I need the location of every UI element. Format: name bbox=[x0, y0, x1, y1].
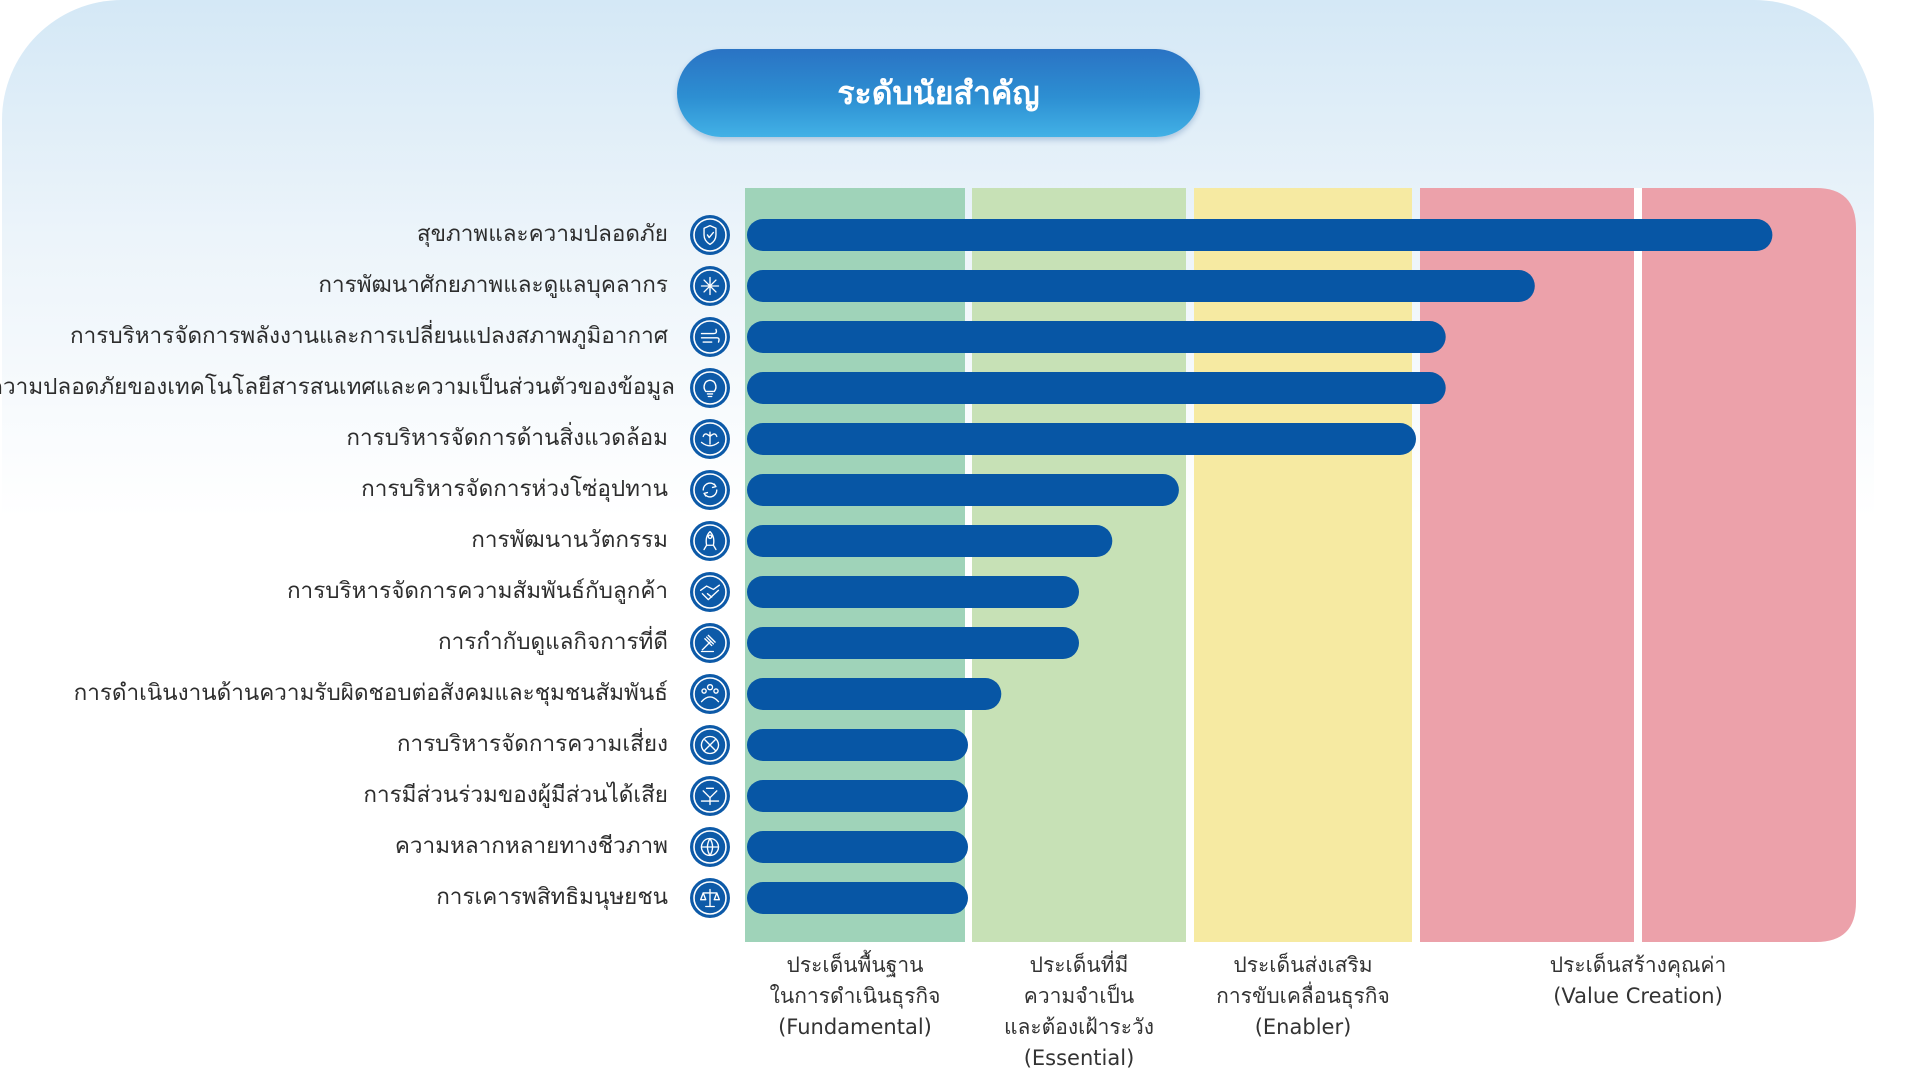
rocket-bulb-icon bbox=[690, 521, 730, 561]
category-label: การเคารพสิทธิมนุษยชน bbox=[436, 884, 668, 910]
cycle-arrows-icon bbox=[690, 470, 730, 510]
zone-divider bbox=[1634, 188, 1642, 942]
people-gear-icon bbox=[690, 266, 730, 306]
category-label: ความปลอดภัยของเทคโนโลยีสารสนเทศและความเป… bbox=[0, 374, 675, 400]
category-label: การพัฒนาศักยภาพและดูแลบุคลากร bbox=[318, 272, 668, 298]
scales-icon bbox=[690, 878, 730, 918]
biodiversity-icon bbox=[690, 827, 730, 867]
bar-1 bbox=[747, 219, 1773, 251]
gavel-icon bbox=[690, 623, 730, 663]
shield-icon bbox=[690, 215, 730, 255]
zone-label: ประเด็นที่มี ความจำเป็น และต้องเฝ้าระวัง… bbox=[1003, 953, 1155, 1070]
category-label: การพัฒนานวัตกรรม bbox=[471, 527, 668, 553]
community-icon bbox=[690, 674, 730, 714]
chart-title: ระดับนัยสำคัญ bbox=[677, 49, 1200, 137]
stakeholder-icon bbox=[690, 776, 730, 816]
lightbulb-gear-icon bbox=[690, 368, 730, 408]
category-label: การบริหารจัดการพลังงานและการเปลี่ยนแปลงส… bbox=[70, 323, 668, 349]
wind-icon bbox=[690, 317, 730, 357]
category-label: การบริหารจัดการความสัมพันธ์กับลูกค้า bbox=[286, 578, 668, 604]
bar-3 bbox=[747, 321, 1446, 353]
category-label: การบริหารจัดการความเสี่ยง bbox=[396, 731, 668, 757]
zone-band-fundamental bbox=[745, 188, 965, 942]
bar-2 bbox=[747, 270, 1535, 302]
zone-band-enabler bbox=[1194, 188, 1412, 942]
zone-label: ประเด็นส่งเสริม การขับเคลื่อนธุรกิจ (Ena… bbox=[1216, 953, 1390, 1039]
zone-band-essential bbox=[972, 188, 1186, 942]
category-label: การกำกับดูแลกิจการที่ดี bbox=[438, 629, 668, 655]
risk-icon bbox=[690, 725, 730, 765]
category-label: การบริหารจัดการห่วงโซ่อุปทาน bbox=[361, 476, 668, 502]
bar-6 bbox=[747, 474, 1179, 506]
bar-12 bbox=[747, 780, 968, 812]
bar-9 bbox=[747, 627, 1079, 659]
bar-13 bbox=[747, 831, 968, 863]
bar-4 bbox=[747, 372, 1446, 404]
bar-5 bbox=[747, 423, 1416, 455]
bar-14 bbox=[747, 882, 968, 914]
bar-8 bbox=[747, 576, 1079, 608]
category-label: สุขภาพและความปลอดภัย bbox=[416, 221, 668, 247]
bar-10 bbox=[747, 678, 1002, 710]
zone-label: ประเด็นสร้างคุณค่า (Value Creation) bbox=[1549, 953, 1727, 1008]
category-label: การบริหารจัดการด้านสิ่งแวดล้อม bbox=[346, 425, 668, 451]
handshake-icon bbox=[690, 572, 730, 612]
bar-11 bbox=[747, 729, 968, 761]
bar-7 bbox=[747, 525, 1113, 557]
category-label: การดำเนินงานด้านความรับผิดชอบต่อสังคมและ… bbox=[73, 680, 668, 706]
category-label: การมีส่วนร่วมของผู้มีส่วนได้เสีย bbox=[363, 782, 668, 808]
zone-label: ประเด็นพื้นฐาน ในการดำเนินธุรกิจ (Fundam… bbox=[769, 953, 941, 1039]
category-label: ความหลากหลายทางชีวภาพ bbox=[394, 833, 668, 859]
hands-plant-icon bbox=[690, 419, 730, 459]
